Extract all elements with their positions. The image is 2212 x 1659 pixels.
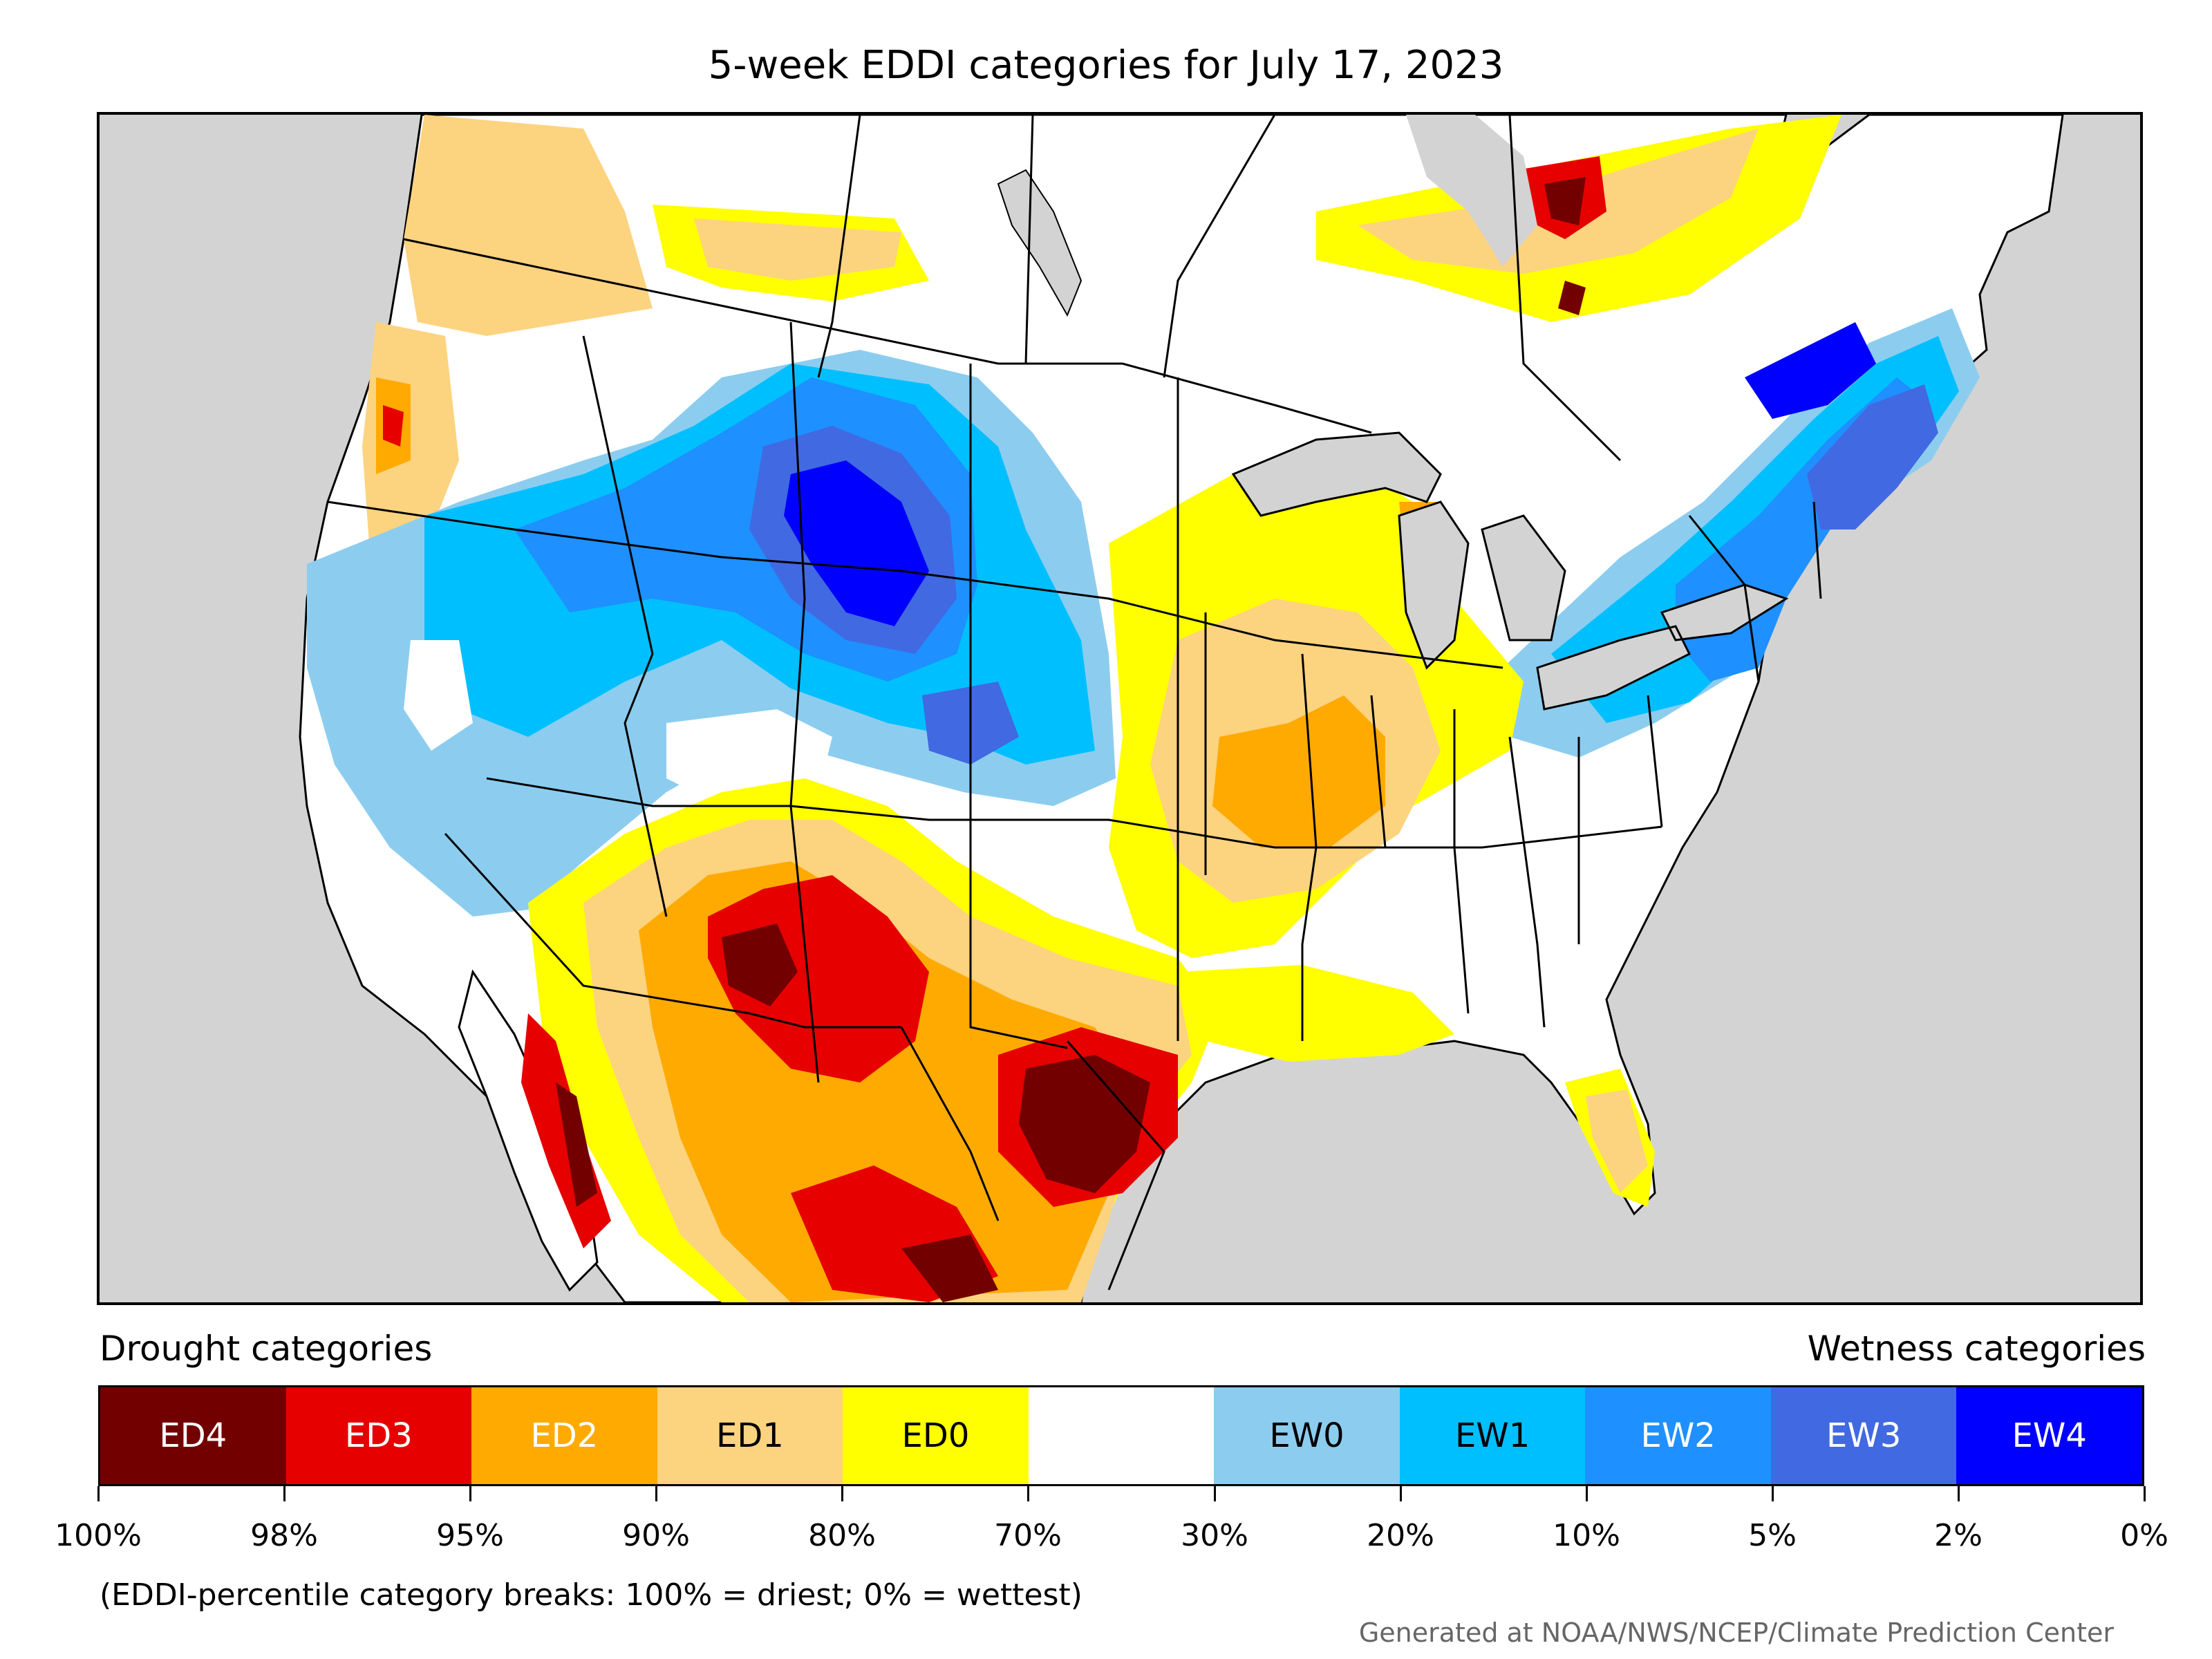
credit-line: Generated at NOAA/NWS/NCEP/Climate Predi… [1358, 1618, 2114, 1648]
ontario-ed4-b [1558, 281, 1586, 315]
colorbar-tick-label: 70% [994, 1518, 1062, 1553]
colorbar-segment-neutral [1028, 1387, 1215, 1484]
colorbar-tick [1214, 1486, 1216, 1501]
colorbar-segment-ew4: EW4 [1956, 1387, 2143, 1484]
mexico-ed4 [901, 1235, 998, 1302]
colorbar-tick-label: 80% [808, 1518, 876, 1553]
ontario-ed4 [1544, 177, 1586, 225]
gulf-ed0 [1178, 965, 1454, 1062]
colorbar-segment-ed1: ED1 [657, 1387, 843, 1484]
quebec-ew4 [1745, 322, 1876, 419]
colorbar-tick-label: 98% [250, 1518, 318, 1553]
map-title: 5-week EDDI categories for July 17, 2023 [708, 43, 1504, 88]
category-breaks-note: (EDDI-percentile category breaks: 100% =… [100, 1577, 1082, 1613]
canada-sw-ed1 [404, 115, 653, 336]
colorbar-tick [1958, 1486, 1960, 1501]
drought-categories-heading: Drought categories [100, 1329, 433, 1369]
nevada-white [404, 640, 473, 751]
colorbar-segment-ed3: ED3 [285, 1387, 472, 1484]
colorbar-tick [469, 1486, 471, 1501]
colorbar-tick-label: 100% [55, 1518, 142, 1553]
great-lakes [1231, 431, 1789, 711]
arizona-ed4 [722, 924, 798, 1006]
colorbar-tick [97, 1486, 100, 1501]
texas-ed4 [1019, 1055, 1150, 1193]
wyoming-ew4 [784, 460, 929, 626]
political-borders [327, 115, 1822, 1291]
colorbar-tick [1400, 1486, 1402, 1501]
colorbar-segment-ed0: ED0 [843, 1387, 1029, 1484]
colorbar-tick-label: 2% [1934, 1518, 1983, 1553]
colorbar-tick [1586, 1486, 1588, 1501]
colorbar-tick-label: 20% [1367, 1518, 1434, 1553]
canada-prairie-ed1 [694, 218, 901, 281]
pacific-nw-ed3 [383, 405, 404, 447]
colorbar-tick-label: 10% [1553, 1518, 1620, 1553]
missouri-illinois-ed2 [1212, 695, 1385, 847]
colorbar-tick-label: 95% [436, 1518, 504, 1553]
percentile-ticks: 100% 98% 95% 90% 80% 70% 30% 20% 10% 5% 2% 0% [55, 1486, 2168, 1553]
colorbar-tick-label: 0% [2120, 1518, 2168, 1553]
baja-ed4 [556, 1082, 597, 1207]
colorbar-tick [841, 1486, 843, 1501]
colorbar-segment-ew0: EW0 [1214, 1387, 1400, 1484]
colorbar-segment-ew1: EW1 [1399, 1387, 1586, 1484]
colorbar-segment-ed4: ED4 [100, 1387, 286, 1484]
colorbar-tick [655, 1486, 657, 1501]
colorbar-tick [1027, 1486, 1029, 1501]
hudson-bay-inlet [1406, 115, 1537, 267]
eddi-map [299, 115, 2064, 1302]
colorbar-segment-ew3: EW3 [1770, 1387, 1957, 1484]
new-england-ew3 [1807, 384, 1938, 529]
category-colorbar: ED4 ED3 ED2 ED1 ED0 EW0 EW1 EW2 EW3 EW4 [98, 1385, 2144, 1486]
colorbar-segment-ed2: ED2 [471, 1387, 657, 1484]
map-panel [97, 112, 2143, 1305]
colorbar-tick-label: 5% [1748, 1518, 1797, 1553]
colorbar-tick-label: 90% [622, 1518, 690, 1553]
colorbar-tick [2144, 1486, 2146, 1501]
colorbar-tick-label: 30% [1181, 1518, 1248, 1553]
florida-ed1 [1586, 1089, 1648, 1193]
colorbar-tick [1772, 1486, 1774, 1501]
colorbar-tick [283, 1486, 285, 1501]
wetness-categories-heading: Wetness categories [1807, 1329, 2146, 1369]
colorbar-segment-ew2: EW2 [1585, 1387, 1771, 1484]
